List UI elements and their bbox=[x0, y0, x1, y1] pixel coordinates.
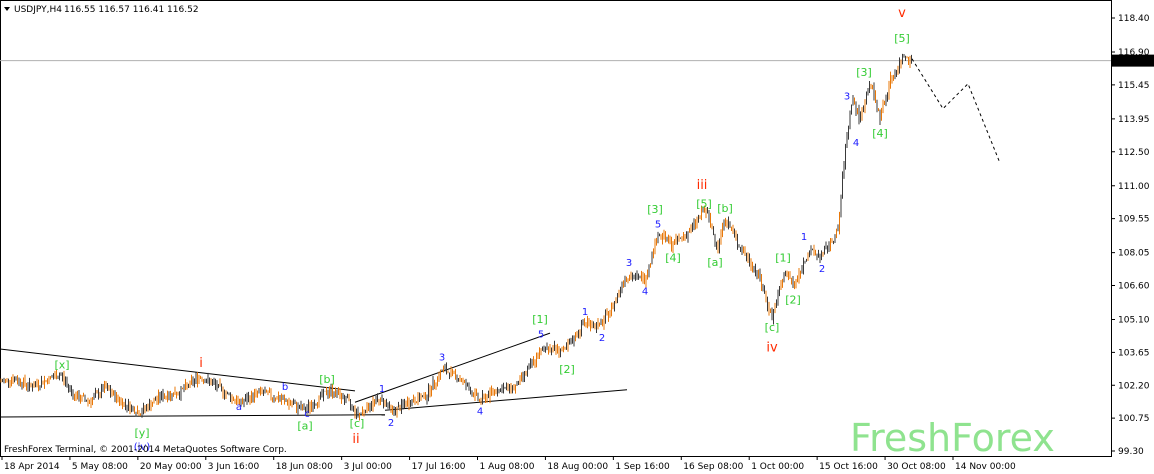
wave-label: [5] bbox=[894, 32, 910, 45]
y-tick-label: 106.60 bbox=[1118, 282, 1150, 292]
wave-label: [x] bbox=[54, 358, 69, 371]
trend-line bbox=[0, 414, 386, 418]
wave-label: a bbox=[236, 402, 242, 413]
x-tick-label: 5 May 08:00 bbox=[72, 462, 128, 472]
y-tick-label: 108.05 bbox=[1118, 249, 1150, 259]
x-tick-label: 17 Jul 16:00 bbox=[412, 462, 466, 472]
x-tick-label: 18 Aug 00:00 bbox=[547, 462, 608, 472]
x-tick-label: 1 Aug 08:00 bbox=[480, 462, 535, 472]
chart-header: USDJPY,H4 116.55 116.57 116.41 116.52 bbox=[4, 5, 199, 15]
x-axis: 18 Apr 2014 5 May 08:00 20 May 00:00 3 Jun … bbox=[1, 456, 1016, 472]
copyright-text: FreshForex Terminal, © 2001-2014 MetaQuo… bbox=[4, 445, 287, 455]
x-tick-label: 3 Jun 16:00 bbox=[208, 462, 260, 472]
y-tick-label: 102.20 bbox=[1118, 381, 1150, 391]
wave-label: 4 bbox=[642, 287, 648, 298]
y-tick-label: 116.90 bbox=[1118, 48, 1150, 58]
wave-label: 1 bbox=[379, 384, 385, 395]
wave-label: 3 bbox=[844, 92, 850, 103]
wave-label: [3] bbox=[647, 203, 663, 216]
x-tick-label: 3 Jul 00:00 bbox=[344, 462, 393, 472]
wave-label: 2 bbox=[599, 333, 605, 344]
y-tick-label: 112.50 bbox=[1118, 148, 1150, 158]
ohlc-values: 116.55 116.57 116.41 116.52 bbox=[64, 5, 199, 15]
trend-lines bbox=[0, 332, 628, 418]
chevron-down-icon[interactable] bbox=[4, 7, 10, 11]
wave-label: 2 bbox=[819, 264, 825, 275]
x-tick-label: 16 Sep 08:00 bbox=[683, 462, 743, 472]
x-tick-label: 1 Sep 16:00 bbox=[615, 462, 670, 472]
wave-label: 1 bbox=[801, 232, 807, 243]
brand-watermark: FreshForex bbox=[850, 416, 1055, 460]
wave-label: [4] bbox=[665, 252, 681, 265]
wave-label: v bbox=[898, 6, 906, 21]
y-axis: 118.40 116.90 115.45 113.95 112.50 111.00 109.… bbox=[1111, 14, 1150, 457]
wave-label: [1] bbox=[775, 252, 791, 265]
wave-label: iv bbox=[766, 340, 778, 355]
wave-label: [a] bbox=[707, 256, 722, 269]
y-tick-label: 99.30 bbox=[1118, 447, 1144, 457]
wave-labels: [x] iab[b]c[a] [c]ii[y](iv)12345[1][2]1234… bbox=[54, 6, 909, 453]
y-tick-label: 113.95 bbox=[1118, 115, 1150, 125]
wave-label: i bbox=[199, 356, 203, 371]
wave-label: 3 bbox=[439, 352, 445, 363]
wave-label: ii bbox=[352, 432, 359, 447]
x-tick-label: 14 Nov 00:00 bbox=[955, 462, 1016, 472]
wave-label: [c] bbox=[765, 321, 780, 334]
wave-label: [b] bbox=[717, 202, 733, 215]
projection-line bbox=[911, 58, 1001, 164]
wave-label: [y] bbox=[134, 426, 149, 439]
wave-label: [2] bbox=[785, 294, 801, 307]
candles bbox=[0, 53, 912, 421]
trend-line bbox=[354, 332, 551, 403]
x-tick-label: 20 May 00:00 bbox=[140, 462, 202, 472]
wave-label: b bbox=[282, 382, 288, 393]
y-tick-label: 100.75 bbox=[1118, 414, 1150, 424]
x-tick-label: 15 Oct 16:00 bbox=[819, 462, 878, 472]
wave-label: [5] bbox=[696, 197, 712, 210]
y-tick-label: 111.00 bbox=[1118, 182, 1150, 192]
wave-label: [b] bbox=[319, 373, 335, 386]
y-tick-label: 105.10 bbox=[1118, 316, 1150, 326]
x-tick-label: 1 Oct 00:00 bbox=[751, 462, 804, 472]
wave-label: 1 bbox=[582, 307, 588, 318]
wave-label: [2] bbox=[559, 363, 575, 376]
y-tick-label: 115.45 bbox=[1118, 81, 1150, 91]
wave-label: 4 bbox=[853, 138, 859, 149]
wave-label: [c] bbox=[350, 417, 365, 430]
symbol-label: USDJPY,H4 bbox=[14, 5, 62, 15]
wave-label: [1] bbox=[532, 313, 548, 326]
wave-label: iii bbox=[697, 178, 708, 193]
x-tick-label: 18 Jun 08:00 bbox=[276, 462, 333, 472]
wave-label: 4 bbox=[477, 407, 483, 418]
wave-label: (iv) bbox=[134, 442, 151, 453]
wave-label: 3 bbox=[626, 258, 632, 269]
wave-label: [3] bbox=[856, 66, 872, 79]
wave-label: 5 bbox=[538, 330, 544, 341]
y-tick-label: 118.40 bbox=[1118, 14, 1150, 24]
x-tick-label: 30 Oct 08:00 bbox=[887, 462, 946, 472]
wave-label: 5 bbox=[655, 220, 661, 231]
trend-line bbox=[0, 348, 356, 392]
plot-frame bbox=[0, 0, 1112, 457]
y-tick-label: 109.55 bbox=[1118, 215, 1150, 225]
wave-label: c bbox=[304, 409, 310, 420]
current-price-label: 116.52 bbox=[1117, 57, 1149, 67]
y-tick-label: 103.65 bbox=[1118, 348, 1150, 358]
wave-label: [4] bbox=[872, 127, 888, 140]
trend-line bbox=[384, 389, 628, 411]
wave-label: 2 bbox=[388, 418, 394, 429]
current-price-tag: 116.52 bbox=[1112, 54, 1154, 67]
wave-label: [a] bbox=[297, 419, 312, 432]
x-tick-label: 18 Apr 2014 bbox=[4, 462, 60, 472]
